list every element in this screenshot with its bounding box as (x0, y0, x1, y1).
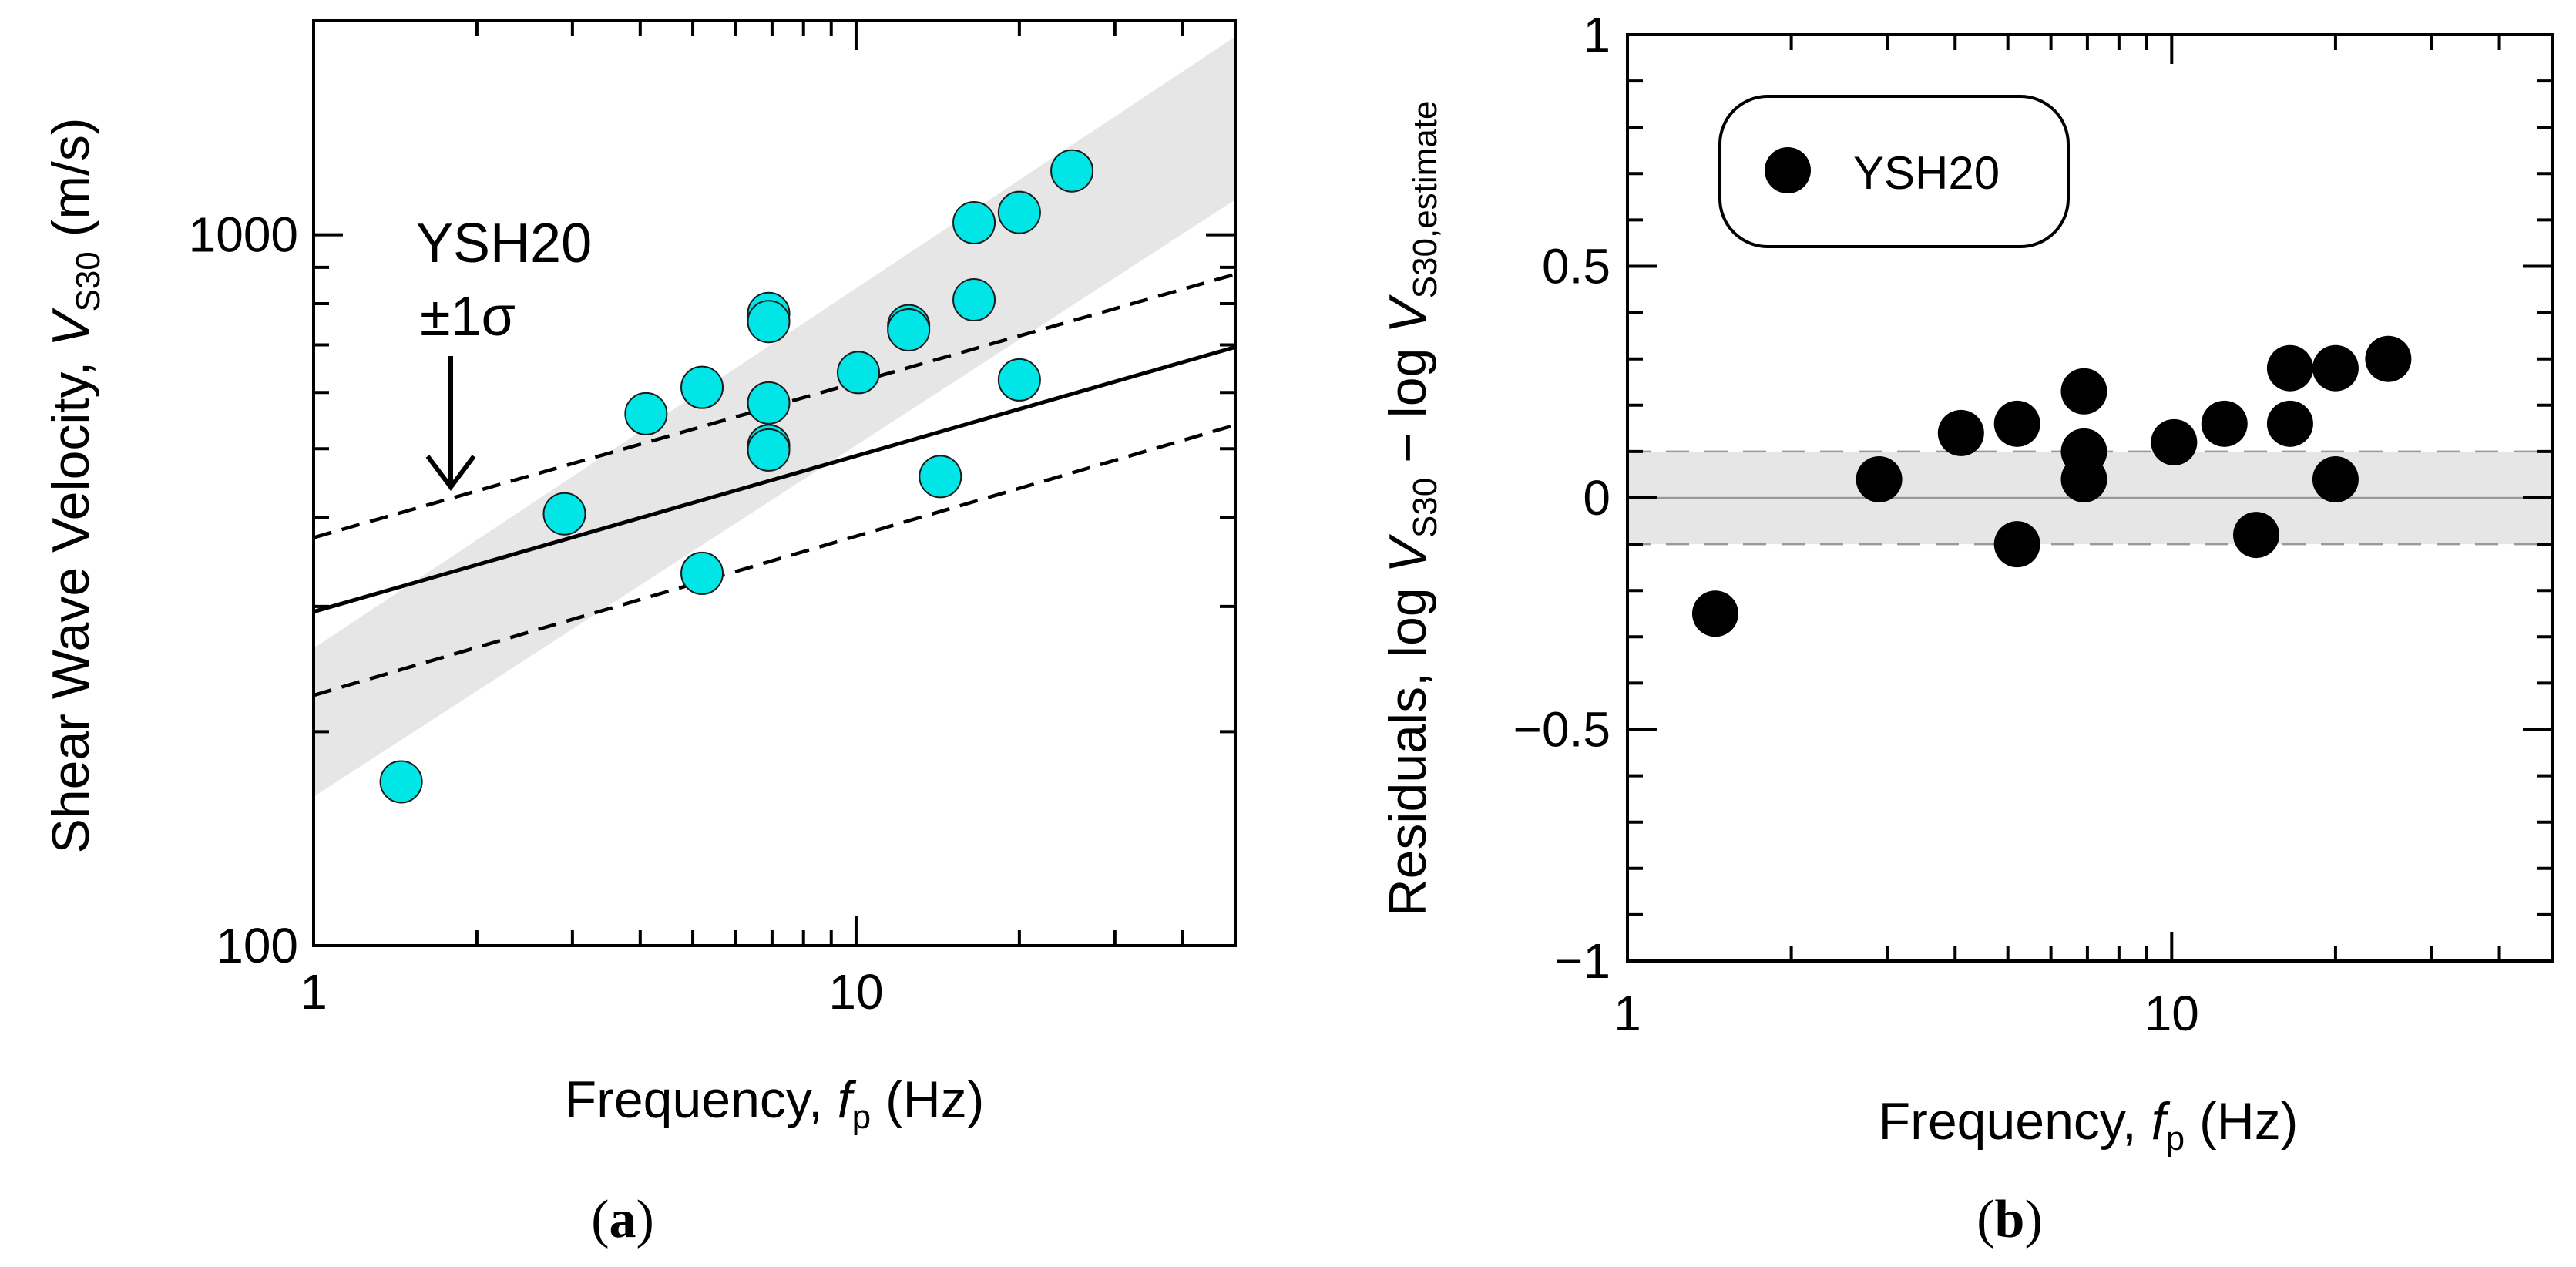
residual-point (2233, 512, 2280, 559)
data-point (997, 190, 1041, 234)
data-point (1050, 149, 1094, 193)
residual-point (2312, 455, 2359, 502)
residual-point (1993, 521, 2040, 568)
annotation-model-name: YSH20 (416, 213, 592, 274)
plot-frame-a (312, 19, 1237, 947)
y-tick-label: 0.5 (1542, 239, 1610, 294)
residual-point (2312, 344, 2359, 392)
x-tick-label: 10 (828, 964, 883, 1020)
annotation-arrowhead (425, 455, 476, 491)
residual-point (2266, 344, 2313, 392)
residual-point (1937, 409, 1984, 456)
points-b (1691, 335, 2412, 637)
y-axis-title-b: Residuals, log VS30 − log VS30,estimate (1379, 101, 1444, 917)
residual-point (2151, 418, 2198, 465)
data-point (624, 392, 668, 435)
x-tick-label: 10 (2144, 986, 2199, 1041)
data-point (919, 455, 962, 499)
panel-label-b: (b) (1977, 1190, 2043, 1249)
y-tick-label: −0.5 (1513, 702, 1610, 758)
y-tick-label: 1000 (189, 207, 298, 263)
legend-marker (1765, 147, 1811, 193)
points-a (379, 149, 1094, 804)
y-tick-label: −1 (1554, 933, 1610, 989)
residual-point (1993, 400, 2040, 447)
model-minus-sigma-line (314, 423, 1235, 697)
x-axis-title-a: Frequency, fp (Hz) (565, 1070, 985, 1136)
data-point (379, 760, 423, 804)
data-point (747, 428, 791, 472)
residual-point (2266, 400, 2313, 447)
data-point (997, 358, 1041, 402)
residual-point (2060, 455, 2107, 502)
x-tick-label: 1 (1614, 986, 1641, 1041)
data-point (836, 351, 880, 395)
annotation-sigma: ±1σ (420, 286, 516, 348)
legend-b: YSH20 (1718, 95, 2070, 248)
ticks-a: 1 10 100 1000 (189, 21, 1237, 1020)
x-axis-title-b: Frequency, fp (Hz) (1879, 1092, 2299, 1158)
residual-point (1856, 455, 1903, 502)
data-point (952, 278, 996, 322)
y-tick-label: 1 (1583, 7, 1610, 62)
residual-point (2060, 368, 2107, 415)
ticks-b: 1 10 −1 −0.5 0 0.5 1 (1513, 7, 2554, 1041)
y-tick-label: 0 (1583, 470, 1610, 526)
model-line (314, 344, 1235, 614)
data-point (887, 308, 931, 351)
x-tick-label: 1 (300, 964, 327, 1020)
residual-point (1691, 590, 1738, 637)
data-point (952, 200, 996, 244)
data-point (542, 492, 586, 536)
y-tick-label: 100 (216, 918, 298, 973)
data-point (747, 300, 791, 344)
residual-point (2201, 400, 2248, 447)
legend-box (1718, 95, 2070, 248)
legend-label: YSH20 (1853, 147, 2000, 199)
data-point (747, 381, 791, 425)
data-point (680, 551, 724, 595)
y-axis-title-a: Shear Wave Velocity, VS30 (m/s) (42, 118, 107, 854)
data-point (680, 365, 724, 409)
panel-label-a: (a) (591, 1190, 654, 1249)
residual-point (2365, 335, 2412, 382)
panel-b: 1 10−1−0.500.51 YSH20 Frequency, fp (Hz) … (1379, 7, 2554, 1249)
